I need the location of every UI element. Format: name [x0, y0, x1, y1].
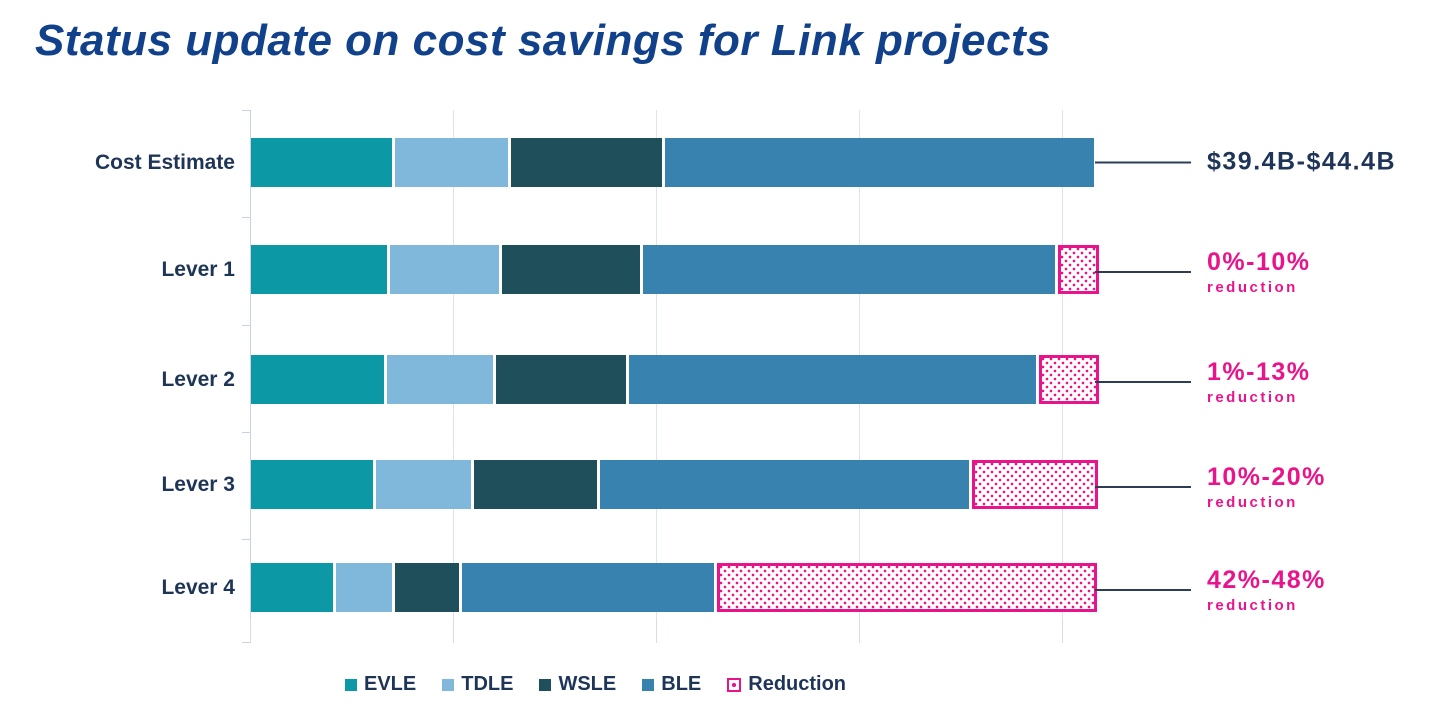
bar-segment-wsle — [395, 563, 459, 612]
legend-label: WSLE — [558, 673, 617, 695]
y-axis-tick — [242, 325, 250, 326]
bar-segment-ble — [599, 460, 969, 509]
bar-segment-evle — [251, 245, 387, 294]
bar-segment-tdle — [336, 563, 393, 612]
y-axis-line — [250, 110, 251, 643]
annotation-sub: reduction — [1207, 597, 1298, 614]
annotation-value: 42%-48% — [1207, 566, 1326, 594]
legend-item-tdle: TDLE — [442, 673, 513, 696]
bar-segment-evle — [251, 563, 334, 612]
annotation-sub: reduction — [1207, 279, 1298, 296]
annotation-connector-line — [1095, 161, 1191, 163]
bar-segment-reduction — [716, 563, 1098, 612]
category-label-lever-1: Lever 1 — [161, 258, 235, 281]
annotation-sub: reduction — [1207, 389, 1298, 406]
bar-segment-wsle — [501, 245, 640, 294]
legend-item-evle: EVLE — [345, 673, 416, 696]
annotation-lever-3: 10%-20% reduction — [1095, 463, 1326, 511]
legend-item-wsle: WSLE — [539, 673, 616, 696]
bar-segment-evle — [251, 355, 384, 404]
bar-segment-wsle — [511, 138, 662, 187]
bar-segment-tdle — [386, 355, 493, 404]
x-axis-tick — [859, 619, 860, 643]
category-label-lever-2: Lever 2 — [161, 368, 235, 391]
annotation-value: $39.4B-$44.4B — [1207, 147, 1397, 176]
x-axis-tick — [250, 619, 251, 643]
annotation-cost-estimate: $39.4B-$44.4B — [1095, 148, 1396, 177]
x-axis-tick — [656, 619, 657, 643]
x-axis-tick — [1062, 619, 1063, 643]
annotation-connector-line — [1095, 486, 1191, 488]
page-title: Status update on cost savings for Link p… — [35, 16, 1052, 65]
bar-segment-reduction — [1038, 355, 1099, 404]
bar-row-lever-2 — [251, 355, 1099, 404]
annotation-sub: reduction — [1207, 494, 1298, 511]
plot-area — [242, 110, 1099, 643]
bar-segment-ble — [664, 138, 1095, 187]
annotation-value: 0%-10% — [1207, 248, 1311, 276]
bar-segment-tdle — [395, 138, 509, 187]
legend-swatch-evle — [345, 678, 357, 691]
bar-segment-evle — [251, 138, 393, 187]
bar-segment-ble — [629, 355, 1036, 404]
annotation-connector-line — [1095, 271, 1191, 273]
bar-row-lever-4 — [251, 563, 1098, 612]
y-axis-tick — [242, 432, 250, 433]
annotation-connector-line — [1095, 381, 1191, 383]
bar-segment-ble — [461, 563, 714, 612]
legend-item-ble: BLE — [642, 673, 701, 696]
legend-label: TDLE — [461, 673, 514, 695]
y-axis-tick — [242, 539, 250, 540]
category-label-cost-estimate: Cost Estimate — [94, 151, 235, 174]
bar-row-lever-1 — [251, 245, 1099, 294]
bar-row-lever-3 — [251, 460, 1099, 509]
category-label-lever-3: Lever 3 — [161, 473, 235, 496]
y-axis-tick — [242, 642, 250, 643]
bar-segment-reduction — [1058, 245, 1099, 294]
bar-segment-ble — [642, 245, 1056, 294]
legend-swatch-tdle — [442, 678, 455, 691]
annotation-value: 1%-13% — [1207, 358, 1311, 386]
annotation-value: 10%-20% — [1207, 463, 1326, 491]
annotation-lever-1: 0%-10% reduction — [1095, 248, 1311, 296]
bar-segment-wsle — [495, 355, 627, 404]
bar-row-cost-estimate — [251, 138, 1098, 187]
legend-item-reduction: Reduction — [727, 673, 846, 696]
legend-label: Reduction — [748, 673, 847, 695]
bar-segment-tdle — [375, 460, 471, 509]
legend-swatch-reduction — [727, 677, 742, 692]
category-label-lever-4: Lever 4 — [161, 576, 235, 599]
annotation-lever-4: 42%-48% reduction — [1095, 566, 1326, 614]
legend: EVLE TDLE WSLE BLE Reduction — [345, 673, 846, 696]
legend-swatch-wsle — [539, 678, 552, 691]
annotation-lever-2: 1%-13% reduction — [1095, 358, 1311, 406]
bar-segment-evle — [251, 460, 373, 509]
y-axis-tick — [242, 110, 250, 111]
x-axis-tick — [453, 619, 454, 643]
legend-label: BLE — [661, 673, 702, 695]
annotation-connector-line — [1095, 589, 1191, 591]
y-axis-tick — [242, 217, 250, 218]
bar-segment-wsle — [473, 460, 597, 509]
bar-segment-tdle — [389, 245, 499, 294]
legend-swatch-ble — [642, 678, 655, 691]
legend-label: EVLE — [364, 673, 417, 695]
bar-segment-reduction — [971, 460, 1099, 509]
